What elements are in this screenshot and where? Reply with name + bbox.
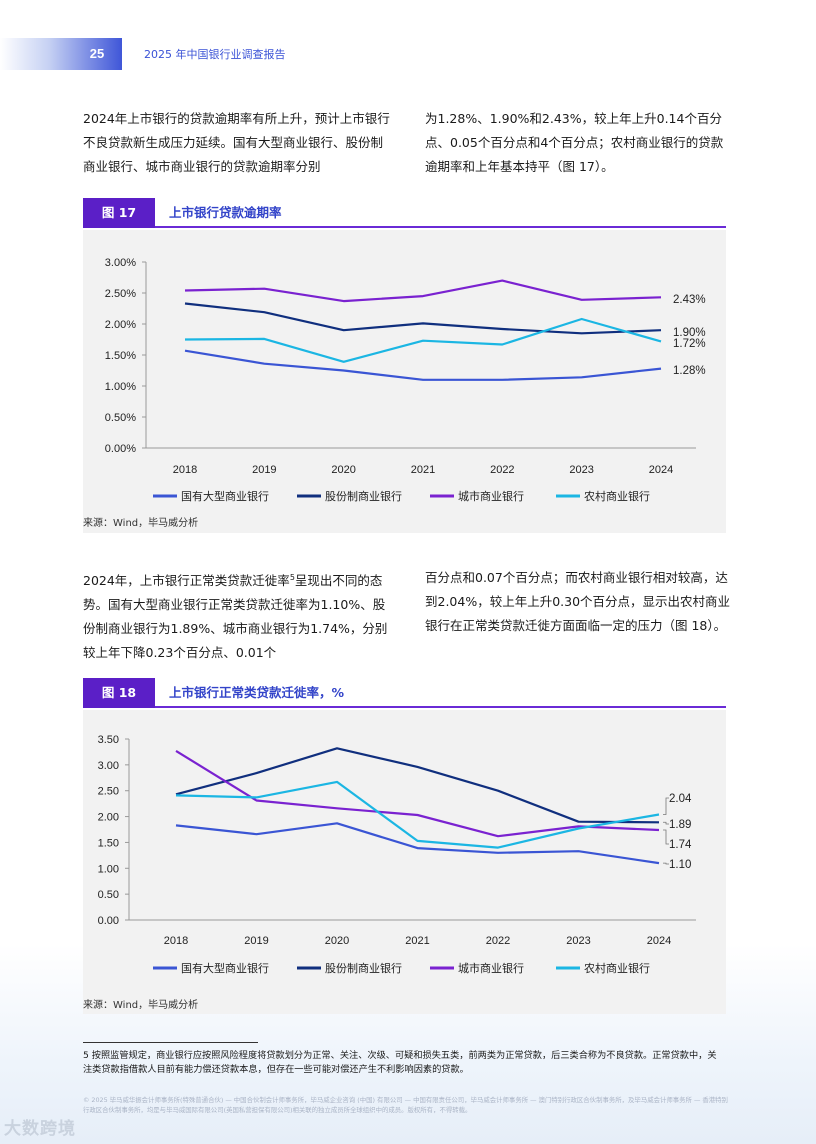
figure17-header: 图 17 上市银行贷款逾期率	[83, 198, 726, 228]
x-tick-label: 2020	[331, 464, 355, 476]
footnote-ref: 5	[289, 573, 295, 582]
y-tick-label: 3.00	[98, 760, 119, 772]
y-tick-label: 0.50%	[105, 412, 136, 424]
x-tick-label: 2020	[325, 935, 349, 947]
end-label: 2.43%	[673, 294, 706, 306]
series-line-3	[184, 279, 662, 303]
section2-para-left-b: 呈现出不同的态势。国有大型商业银行正常类贷款迁徙率为1.10%、股份制商业银行为…	[83, 573, 388, 661]
figure18-title: 上市银行正常类贷款迁徙率，%	[169, 685, 345, 700]
end-label-leader	[663, 829, 669, 845]
figure18-panel: 0.00 0.50 1.00 1.50 2.00 2.50 3.00 3.50 2018 2019…	[83, 710, 726, 1014]
report-title: 2025 年中国银行业调查报告	[144, 48, 286, 61]
y-tick-label: 1.50%	[105, 350, 136, 362]
footnote: 5 按照监管规定，商业银行应按照风险程度将贷款划分为正常、关注、次级、可疑和损失…	[83, 1050, 717, 1075]
series-line-2	[175, 747, 660, 824]
end-label: 1.89	[669, 819, 691, 831]
y-tick-label: 2.50	[98, 786, 119, 798]
footnote-rule	[83, 1042, 258, 1043]
x-tick-label: 2024	[649, 464, 673, 476]
x-tick-label: 2023	[569, 464, 593, 476]
series-line-3	[175, 749, 660, 838]
x-tick-label: 2022	[486, 935, 510, 947]
legend-label: 股份制商业银行	[325, 489, 402, 503]
x-tick-label: 2018	[164, 935, 188, 947]
copyright-notice: © 2025 毕马威华振会计师事务所(特殊普通合伙) — 中国合伙制会计师事务所…	[83, 1096, 728, 1114]
y-tick-label: 0.00	[98, 915, 119, 927]
end-label-leader	[663, 797, 669, 815]
y-tick-label: 1.50	[98, 837, 119, 849]
section2-para-right: 百分点和0.07个百分点；而农村商业银行相对较高，达到2.04%，较上年上升0.…	[425, 570, 731, 633]
end-label: 1.90%	[673, 327, 706, 339]
x-tick-label: 2023	[566, 935, 590, 947]
figure17-chart: 0.00% 0.50% 1.00% 1.50% 2.00% 2.50% 3.00% 2018 2…	[105, 257, 706, 503]
end-label: 1.72%	[673, 338, 706, 350]
x-tick-label: 2018	[173, 464, 197, 476]
y-tick-label: 1.00%	[105, 381, 136, 393]
y-tick-label: 1.00	[98, 863, 119, 875]
y-tick-label: 3.00%	[105, 257, 136, 269]
x-tick-label: 2019	[244, 935, 268, 947]
x-tick-label: 2022	[490, 464, 514, 476]
legend-label: 国有大型商业银行	[181, 961, 269, 975]
x-tick-label: 2021	[405, 935, 429, 947]
end-label-leader	[663, 862, 669, 865]
end-label: 2.04	[669, 793, 692, 805]
series-line-2	[184, 302, 662, 335]
y-tick-label: 3.50	[98, 734, 119, 746]
section2-para-left: 2024年，上市银行正常类贷款迁徙率5呈现出不同的态势。国有大型商业银行正常类贷…	[83, 566, 393, 665]
figure18-header: 图 18 上市银行正常类贷款迁徙率，%	[83, 678, 726, 708]
x-tick-label: 2019	[252, 464, 276, 476]
y-tick-label: 2.00%	[105, 319, 136, 331]
figure18-source: 来源：Wind，毕马威分析	[83, 1000, 199, 1011]
section2-para-left-a: 2024年，上市银行正常类贷款迁徙率	[83, 573, 290, 589]
section1-para-right: 为1.28%、1.90%和2.43%，较上年上升0.14个百分点、0.05个百分…	[425, 111, 724, 174]
figure17-panel: 0.00% 0.50% 1.00% 1.50% 2.00% 2.50% 3.00% 2018 2…	[83, 230, 726, 533]
series-line-4	[175, 780, 660, 849]
legend-label: 农村商业银行	[584, 961, 650, 975]
end-label: 1.28%	[673, 365, 706, 377]
y-tick-label: 0.00%	[105, 443, 136, 455]
figure17-title: 上市银行贷款逾期率	[169, 205, 282, 220]
y-tick-label: 0.50	[98, 889, 119, 901]
series-line-1	[184, 349, 662, 381]
legend-label: 国有大型商业银行	[181, 489, 269, 503]
x-tick-label: 2024	[647, 935, 671, 947]
header-band	[0, 38, 122, 70]
legend-label: 农村商业银行	[584, 489, 650, 503]
page-number: 25	[89, 46, 105, 61]
section1-para-left: 2024年上市银行的贷款逾期率有所上升，预计上市银行不良贷款新生成压力延续。国有…	[83, 111, 390, 174]
y-tick-label: 2.00	[98, 812, 119, 824]
legend-label: 股份制商业银行	[325, 961, 402, 975]
legend-label: 城市商业银行	[458, 961, 524, 975]
x-tick-label: 2021	[411, 464, 435, 476]
end-label-leader	[663, 821, 669, 825]
figure18-tag: 图 18	[83, 678, 155, 708]
end-label: 1.10	[669, 859, 691, 871]
series-line-4	[184, 317, 662, 363]
watermark-text: 大数跨境	[4, 1119, 76, 1139]
end-label: 1.74	[669, 839, 692, 851]
figure17-source: 来源：Wind，毕马威分析	[83, 518, 199, 529]
figure17-tag: 图 17	[83, 198, 155, 228]
legend-label: 城市商业银行	[458, 489, 524, 503]
figure18-chart: 0.00 0.50 1.00 1.50 2.00 2.50 3.00 3.50 2018 2019…	[98, 734, 696, 975]
series-line-1	[175, 822, 660, 865]
y-tick-label: 2.50%	[105, 288, 136, 300]
